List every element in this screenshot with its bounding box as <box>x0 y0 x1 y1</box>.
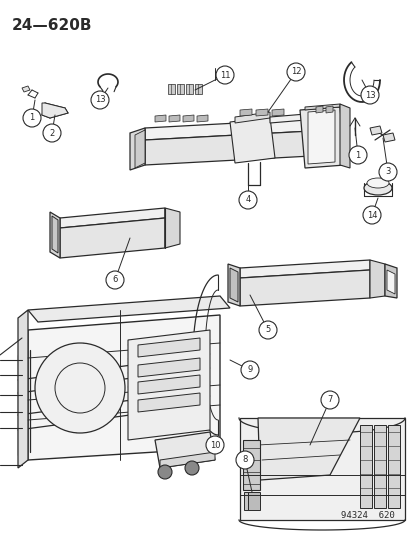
Ellipse shape <box>363 181 391 195</box>
Circle shape <box>206 436 223 454</box>
Text: 7: 7 <box>327 395 332 405</box>
Polygon shape <box>195 84 202 94</box>
Circle shape <box>362 206 380 224</box>
Circle shape <box>240 361 259 379</box>
Circle shape <box>23 109 41 127</box>
Text: 2: 2 <box>49 128 55 138</box>
Circle shape <box>35 343 125 433</box>
Polygon shape <box>387 425 399 508</box>
Text: 94324  620: 94324 620 <box>340 511 394 520</box>
Polygon shape <box>255 109 267 116</box>
Circle shape <box>259 321 276 339</box>
Polygon shape <box>42 103 68 118</box>
Polygon shape <box>154 432 214 468</box>
Polygon shape <box>138 338 199 357</box>
Polygon shape <box>325 106 332 113</box>
Text: 12: 12 <box>290 68 301 77</box>
Polygon shape <box>247 492 259 510</box>
Circle shape <box>320 391 338 409</box>
Polygon shape <box>22 86 30 92</box>
Ellipse shape <box>366 178 388 188</box>
Polygon shape <box>240 260 369 278</box>
Polygon shape <box>257 418 359 480</box>
Polygon shape <box>130 128 145 170</box>
Polygon shape <box>18 310 28 468</box>
Circle shape <box>348 146 366 164</box>
Text: 10: 10 <box>209 440 220 449</box>
Polygon shape <box>52 216 58 253</box>
Polygon shape <box>138 393 199 412</box>
Polygon shape <box>386 270 394 294</box>
Polygon shape <box>138 358 199 377</box>
Polygon shape <box>28 315 219 460</box>
Text: 14: 14 <box>366 211 376 220</box>
Polygon shape <box>138 375 199 394</box>
Text: 11: 11 <box>219 70 230 79</box>
Circle shape <box>378 163 396 181</box>
Polygon shape <box>243 492 247 510</box>
Text: 6: 6 <box>112 276 117 285</box>
Polygon shape <box>235 112 269 123</box>
Polygon shape <box>369 126 381 135</box>
Circle shape <box>360 86 378 104</box>
Polygon shape <box>135 130 145 168</box>
Polygon shape <box>315 106 322 113</box>
Polygon shape <box>183 115 194 122</box>
Polygon shape <box>165 208 180 248</box>
Polygon shape <box>240 270 369 306</box>
Text: 8: 8 <box>242 456 247 464</box>
Text: 24—620B: 24—620B <box>12 18 92 33</box>
Polygon shape <box>369 260 384 298</box>
Polygon shape <box>168 84 175 94</box>
Polygon shape <box>185 84 192 94</box>
Circle shape <box>43 124 61 142</box>
Polygon shape <box>154 115 166 122</box>
Text: 1: 1 <box>354 150 360 159</box>
Polygon shape <box>230 268 237 302</box>
Polygon shape <box>128 330 209 440</box>
Text: 9: 9 <box>247 366 252 375</box>
Polygon shape <box>50 212 60 258</box>
Polygon shape <box>384 264 396 298</box>
Polygon shape <box>271 109 283 116</box>
Polygon shape <box>359 425 371 508</box>
Circle shape <box>235 451 254 469</box>
Polygon shape <box>230 117 274 163</box>
Polygon shape <box>60 208 165 228</box>
Text: 13: 13 <box>95 95 105 104</box>
Text: 3: 3 <box>385 167 390 176</box>
Polygon shape <box>299 107 344 168</box>
Polygon shape <box>240 418 404 520</box>
Polygon shape <box>145 118 329 140</box>
Polygon shape <box>307 110 334 164</box>
Polygon shape <box>159 452 214 468</box>
Circle shape <box>185 461 199 475</box>
Circle shape <box>158 465 171 479</box>
Text: 13: 13 <box>364 91 375 100</box>
Polygon shape <box>228 264 240 306</box>
Polygon shape <box>60 218 165 258</box>
Text: 5: 5 <box>265 326 270 335</box>
Circle shape <box>216 66 233 84</box>
Circle shape <box>106 271 124 289</box>
Circle shape <box>286 63 304 81</box>
Polygon shape <box>28 296 230 322</box>
Polygon shape <box>382 133 394 142</box>
Polygon shape <box>339 104 349 168</box>
Polygon shape <box>373 425 385 508</box>
Polygon shape <box>177 84 183 94</box>
Text: 4: 4 <box>245 196 250 205</box>
Polygon shape <box>304 104 339 110</box>
Polygon shape <box>197 115 207 122</box>
Polygon shape <box>240 109 252 116</box>
Polygon shape <box>145 130 329 165</box>
Circle shape <box>91 91 109 109</box>
Polygon shape <box>169 115 180 122</box>
Text: 1: 1 <box>29 114 35 123</box>
Polygon shape <box>269 112 329 123</box>
Circle shape <box>238 191 256 209</box>
Polygon shape <box>242 440 259 490</box>
